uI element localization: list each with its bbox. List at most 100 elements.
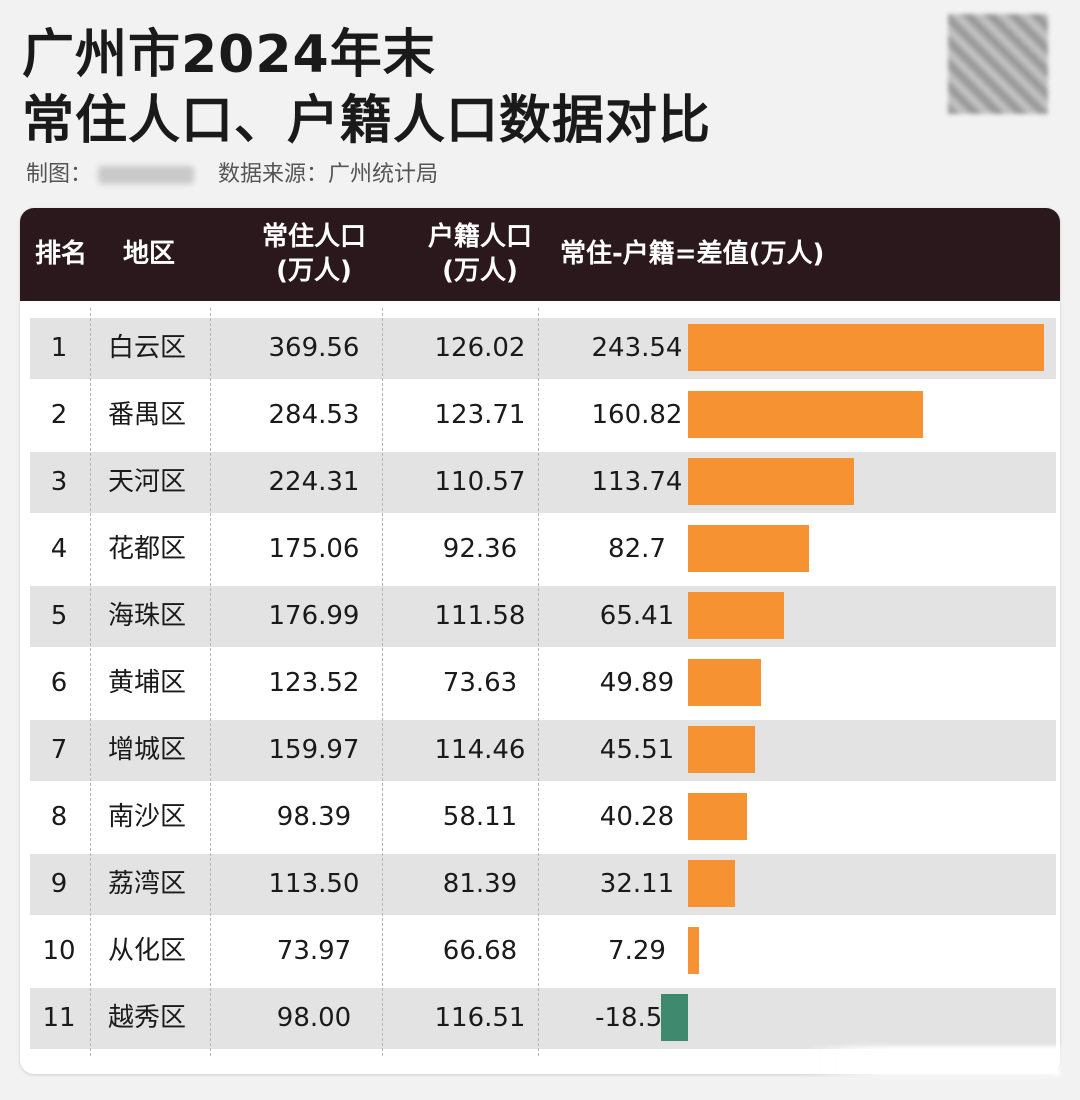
table-row: 2 番禺区 284.53 123.71 160.82 xyxy=(30,385,1056,446)
credit-line: 制图： 数据来源：广州统计局 xyxy=(26,156,438,188)
header-household: 户籍人口 (万人) xyxy=(396,220,564,288)
household-cell: 111.58 xyxy=(434,601,526,631)
rank-cell: 2 xyxy=(50,400,68,430)
household-cell: 110.57 xyxy=(434,467,526,497)
district-cell: 从化区 xyxy=(107,936,186,966)
resident-cell: 224.31 xyxy=(268,467,360,497)
credit-label: 制图： xyxy=(26,162,93,187)
resident-cell: 73.97 xyxy=(276,936,352,966)
difference-cell: 65.41 xyxy=(599,601,675,631)
difference-cell: 82.7 xyxy=(608,534,666,564)
rank-cell: 3 xyxy=(50,467,68,497)
resident-cell: 369.56 xyxy=(268,333,360,363)
district-cell: 白云区 xyxy=(107,333,186,363)
district-cell: 增城区 xyxy=(107,735,186,765)
difference-bar xyxy=(688,793,747,840)
blurred-qr-code xyxy=(948,14,1048,114)
resident-cell: 284.53 xyxy=(268,400,360,430)
district-cell: 荔湾区 xyxy=(107,869,186,899)
difference-cell: 45.51 xyxy=(599,735,675,765)
rank-cell: 10 xyxy=(42,936,76,966)
rank-cell: 6 xyxy=(50,668,68,698)
district-cell: 南沙区 xyxy=(107,802,186,832)
header-resident-line1: 常住人口 xyxy=(261,222,366,252)
difference-bar xyxy=(688,592,784,639)
table-row: 8 南沙区 98.39 58.11 40.28 xyxy=(30,787,1056,848)
table-row: 10 从化区 73.97 66.68 7.29 xyxy=(30,921,1056,982)
difference-bar xyxy=(688,391,924,438)
difference-cell: 7.29 xyxy=(608,936,666,966)
resident-cell: 113.50 xyxy=(268,869,360,899)
rank-cell: 5 xyxy=(50,601,68,631)
table-header: 排名 地区 常住人口 (万人) 户籍人口 (万人) 常住-户籍=差值(万人) xyxy=(20,208,1060,301)
table-row: 1 白云区 369.56 126.02 243.54 xyxy=(30,318,1056,379)
difference-bar xyxy=(688,726,755,773)
resident-cell: 123.52 xyxy=(268,668,360,698)
difference-cell: 49.89 xyxy=(599,668,675,698)
header-household-line1: 户籍人口 xyxy=(427,222,532,252)
header-rank: 排名 xyxy=(34,239,87,269)
header-district: 地区 xyxy=(122,239,175,269)
difference-bar xyxy=(688,458,855,505)
table-row: 7 增城区 159.97 114.46 45.51 xyxy=(30,720,1056,781)
household-cell: 73.63 xyxy=(442,668,518,698)
data-source: 数据来源：广州统计局 xyxy=(218,162,439,187)
district-cell: 番禺区 xyxy=(107,400,186,430)
difference-bar xyxy=(688,860,735,907)
household-cell: 116.51 xyxy=(434,1003,526,1033)
table-body: 1 白云区 369.56 126.02 243.54 2 番禺区 284.53 123.71 16… xyxy=(20,208,1060,1074)
difference-bar xyxy=(688,659,761,706)
district-cell: 海珠区 xyxy=(107,601,186,631)
household-cell: 126.02 xyxy=(434,333,526,363)
column-divider xyxy=(210,308,211,1056)
table-row: 5 海珠区 176.99 111.58 65.41 xyxy=(30,586,1056,647)
resident-cell: 98.39 xyxy=(276,802,352,832)
difference-cell: 40.28 xyxy=(599,802,675,832)
household-cell: 58.11 xyxy=(442,802,518,832)
household-cell: 123.71 xyxy=(434,400,526,430)
difference-cell: 113.74 xyxy=(591,467,683,497)
column-divider xyxy=(382,308,383,1056)
resident-cell: 176.99 xyxy=(268,601,360,631)
header-difference: 常住-户籍=差值(万人) xyxy=(560,239,825,269)
district-cell: 花都区 xyxy=(107,534,186,564)
district-cell: 黄埔区 xyxy=(107,668,186,698)
column-divider xyxy=(90,308,91,1056)
difference-bar-negative xyxy=(660,994,688,1041)
household-cell: 81.39 xyxy=(442,869,518,899)
header-resident-unit: (万人) xyxy=(276,256,352,286)
district-cell: 越秀区 xyxy=(107,1003,186,1033)
resident-cell: 98.00 xyxy=(276,1003,352,1033)
rank-cell: 7 xyxy=(50,735,68,765)
district-cell: 天河区 xyxy=(107,467,186,497)
page-title-line2: 常住人口、户籍人口数据对比 xyxy=(22,91,712,151)
household-cell: 92.36 xyxy=(442,534,518,564)
table-row: 9 荔湾区 113.50 81.39 32.11 xyxy=(30,854,1056,915)
difference-cell: 243.54 xyxy=(591,333,683,363)
household-cell: 66.68 xyxy=(442,936,518,966)
table-row: 4 花都区 175.06 92.36 82.7 xyxy=(30,519,1056,580)
rank-cell: 9 xyxy=(50,869,68,899)
difference-bar xyxy=(688,324,1044,371)
difference-cell: 32.11 xyxy=(599,869,675,899)
rank-cell: 8 xyxy=(50,802,68,832)
data-table-card: 排名 地区 常住人口 (万人) 户籍人口 (万人) 常住-户籍=差值(万人) 1… xyxy=(20,208,1060,1074)
header-household-unit: (万人) xyxy=(442,256,518,286)
difference-bar xyxy=(688,927,699,974)
household-cell: 114.46 xyxy=(434,735,526,765)
table-row: 11 越秀区 98.00 116.51 -18.51 xyxy=(30,988,1056,1049)
difference-bar xyxy=(688,525,809,572)
resident-cell: 175.06 xyxy=(268,534,360,564)
column-divider xyxy=(538,308,539,1056)
page-title-line1: 广州市2024年末 xyxy=(22,25,436,85)
table-row: 3 天河区 224.31 110.57 113.74 xyxy=(30,452,1056,513)
resident-cell: 159.97 xyxy=(268,735,360,765)
table-row: 6 黄埔区 123.52 73.63 49.89 xyxy=(30,653,1056,714)
difference-cell: -18.51 xyxy=(595,1003,679,1033)
rank-cell: 1 xyxy=(50,333,68,363)
header-resident: 常住人口 (万人) xyxy=(230,220,398,288)
difference-cell: 160.82 xyxy=(591,400,683,430)
blurred-author xyxy=(98,166,195,184)
rank-cell: 4 xyxy=(50,534,68,564)
blurred-watermark xyxy=(800,1046,1060,1076)
